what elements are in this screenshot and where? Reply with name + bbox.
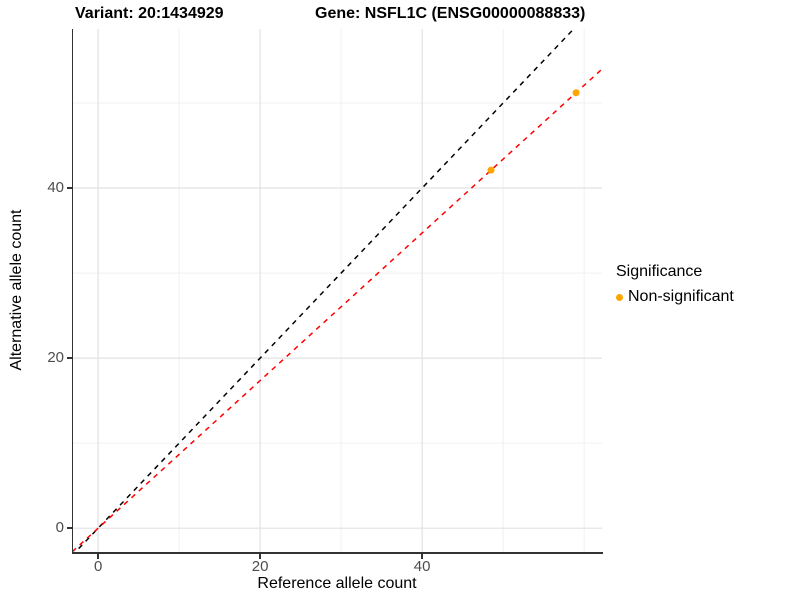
fitted-ratio-line	[73, 68, 602, 552]
y-tick-mark	[66, 187, 72, 189]
x-tick-label: 20	[251, 558, 269, 575]
y-axis-title: Alternative allele count	[8, 209, 25, 371]
x-tick-label: 40	[413, 558, 431, 575]
legend-item: Non-significant	[616, 288, 734, 306]
x-tick-mark	[259, 553, 261, 559]
y-tick-label: 40	[47, 179, 64, 197]
legend-point-icon	[616, 293, 623, 301]
x-tick-label: 0	[93, 558, 103, 575]
variant-title: Variant: 20:1434929	[75, 5, 224, 22]
x-tick-mark	[421, 553, 423, 559]
y-tick-mark	[66, 357, 72, 359]
legend: Significance Non-significant	[616, 263, 734, 306]
y-tick-label: 0	[55, 519, 64, 537]
identity-line	[74, 29, 575, 552]
legend-items: Non-significant	[616, 288, 734, 306]
y-axis-line	[71, 29, 73, 553]
x-tick-mark	[97, 553, 99, 559]
plot-panel	[73, 29, 602, 552]
scatter-plot-canvas	[73, 29, 602, 552]
x-axis-line	[71, 552, 603, 554]
gene-title: Gene: NSFL1C (ENSG00000088833)	[315, 5, 586, 22]
data-point	[572, 89, 580, 97]
y-tick-mark	[66, 527, 72, 529]
legend-item-label: Non-significant	[628, 288, 734, 305]
legend-title: Significance	[616, 263, 703, 280]
x-axis-title: Reference allele count	[257, 575, 417, 592]
data-point	[487, 166, 495, 174]
y-tick-label: 20	[47, 349, 64, 367]
